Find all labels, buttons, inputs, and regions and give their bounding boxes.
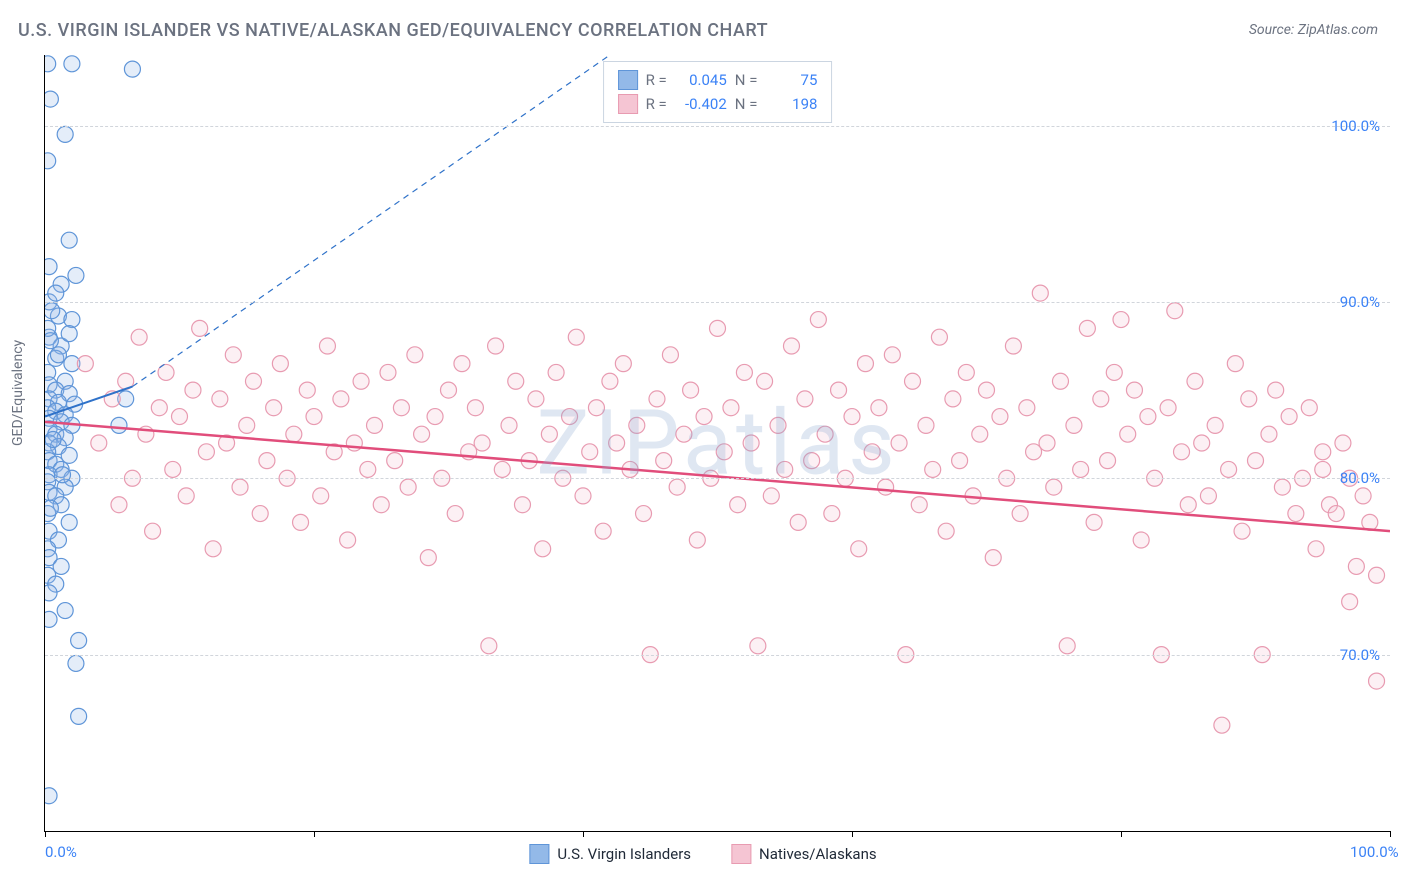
swatch-series-2: [618, 94, 638, 114]
legend-swatch-1: [529, 844, 549, 864]
x-tick-label: 100.0%: [1350, 843, 1399, 861]
y-tick-label: 80.0%: [1340, 469, 1380, 487]
swatch-series-1: [618, 70, 638, 90]
stats-legend-box: R = 0.045 N = 75 R = -0.402 N = 198: [603, 61, 833, 123]
source-prefix: Source:: [1249, 22, 1298, 38]
r-label: R =: [646, 68, 667, 92]
n-label-2: N =: [735, 92, 758, 116]
legend-swatch-2: [731, 844, 751, 864]
legend-label-1: U.S. Virgin Islanders: [557, 845, 691, 863]
y-tick-label: 70.0%: [1340, 646, 1380, 664]
n-label: N =: [735, 68, 758, 92]
bottom-legend: U.S. Virgin Islanders Natives/Alaskans: [529, 844, 876, 864]
r-label-2: R =: [646, 92, 667, 116]
legend-item-2: Natives/Alaskans: [731, 844, 877, 864]
chart-title: U.S. VIRGIN ISLANDER VS NATIVE/ALASKAN G…: [18, 20, 768, 41]
n-value-2: 198: [765, 92, 817, 116]
y-axis-label: GED/Equivalency: [10, 340, 26, 446]
n-value-1: 75: [765, 68, 817, 92]
legend-label-2: Natives/Alaskans: [759, 845, 877, 863]
y-tick-label: 100.0%: [1331, 117, 1380, 135]
chart-container: U.S. VIRGIN ISLANDER VS NATIVE/ALASKAN G…: [0, 0, 1406, 892]
plot-area: ZIPatlas R = 0.045 N = 75 R = -0.402 N =…: [44, 55, 1390, 832]
stats-legend-row-2: R = -0.402 N = 198: [618, 92, 818, 116]
y-tick-label: 90.0%: [1340, 293, 1380, 311]
stats-legend-row-1: R = 0.045 N = 75: [618, 68, 818, 92]
r-value-2: -0.402: [675, 92, 727, 116]
source-name: ZipAtlas.com: [1298, 22, 1378, 38]
source-attribution: Source: ZipAtlas.com: [1249, 22, 1378, 38]
scatter-plot-svg: [45, 55, 1390, 831]
legend-item-1: U.S. Virgin Islanders: [529, 844, 691, 864]
x-tick-label: 0.0%: [45, 843, 77, 861]
r-value-1: 0.045: [675, 68, 727, 92]
